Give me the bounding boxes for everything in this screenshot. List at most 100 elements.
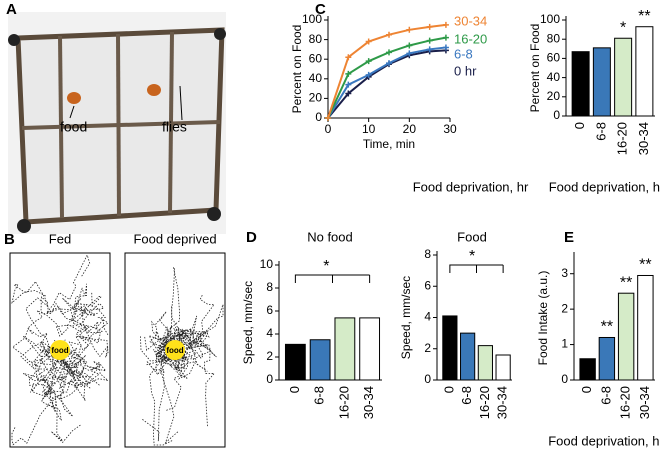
x-tick-label: 0 xyxy=(572,122,587,129)
y-axis-label: Speed, mm/sec xyxy=(399,276,413,359)
bar xyxy=(460,332,476,381)
panel-letter: C xyxy=(315,1,326,18)
significance: * xyxy=(620,19,626,36)
y-tick-label: 6 xyxy=(266,303,273,317)
y-tick-label: 80 xyxy=(309,32,323,46)
y-tick-label: 2 xyxy=(424,341,431,355)
series-marker xyxy=(406,26,413,33)
y-tick-label: 6 xyxy=(424,278,431,292)
x-tick-label: 6-8 xyxy=(593,122,608,141)
y-tick-label: 40 xyxy=(547,70,561,84)
foot xyxy=(207,207,221,221)
y-tick-label: 20 xyxy=(309,91,323,105)
food-dot xyxy=(50,340,70,360)
y-tick-label: 3 xyxy=(561,266,568,280)
x-tick-label: 30 xyxy=(443,122,457,136)
trajectory xyxy=(46,253,109,364)
foot xyxy=(214,28,226,40)
x-axis-label: Food deprivation, hr xyxy=(548,433,660,448)
significance: * xyxy=(469,248,475,265)
series-marker xyxy=(442,44,449,51)
panel-b-tracks: B Fed Food deprived food food xyxy=(4,231,226,448)
trajectory xyxy=(11,280,73,381)
food-label: food xyxy=(166,346,183,355)
significance: ** xyxy=(639,257,651,274)
legend-label: 30-34 xyxy=(454,13,487,28)
panel-a-photo: food flies A xyxy=(6,1,226,234)
x-tick-label: 10 xyxy=(362,122,376,136)
series-marker xyxy=(365,58,372,65)
bar xyxy=(617,292,635,381)
series-marker xyxy=(386,49,392,56)
bar xyxy=(359,317,381,381)
y-tick-label: 4 xyxy=(424,310,431,324)
x-tick-label: 30-34 xyxy=(636,122,651,155)
sig-bracket xyxy=(449,264,504,273)
legend-label: 16-20 xyxy=(454,31,487,46)
bar xyxy=(598,336,616,381)
x-tick-label: 16-20 xyxy=(618,386,633,419)
y-axis-label: Percent on Food xyxy=(528,24,542,113)
pointer xyxy=(69,105,75,119)
sig-bracket xyxy=(294,274,371,283)
series-marker xyxy=(426,23,433,30)
x-tick-label: 0 xyxy=(325,122,332,136)
y-tick-label: 0 xyxy=(266,372,273,386)
y-tick-label: 8 xyxy=(424,247,431,261)
y-tick-label: 10 xyxy=(260,257,274,271)
y-tick-label: 20 xyxy=(547,89,561,103)
series-marker xyxy=(406,42,413,49)
x-tick-label: 16-20 xyxy=(477,386,492,419)
x-axis-label: Food deprivation, hr xyxy=(413,179,529,194)
bar xyxy=(309,339,331,381)
series-marker xyxy=(365,71,372,78)
trajectory xyxy=(159,304,224,427)
y-tick-label: 0 xyxy=(561,372,568,386)
x-tick-label: 6-8 xyxy=(598,386,613,405)
series-line xyxy=(327,46,447,119)
x-axis-label: Food deprivation, hr xyxy=(549,179,660,194)
bar xyxy=(592,47,611,117)
x-tick-label: 0 xyxy=(579,386,594,393)
trajectory xyxy=(142,343,208,442)
y-axis-label: Food Intake (a.u.) xyxy=(536,271,550,366)
x-tick-label: 0 xyxy=(287,386,302,393)
y-tick-label: 60 xyxy=(547,51,561,65)
significance: ** xyxy=(638,8,650,25)
x-tick-label: 20 xyxy=(403,122,417,136)
y-axis-label: Percent on Food xyxy=(290,25,304,114)
series-marker xyxy=(345,90,352,97)
trajectory xyxy=(171,306,213,360)
trajectory xyxy=(42,347,99,401)
y-tick-label: 0 xyxy=(315,110,322,124)
trajectory xyxy=(166,347,197,411)
series-marker xyxy=(345,81,352,88)
x-tick-label: 0 xyxy=(441,386,456,393)
trajectory xyxy=(54,312,100,388)
y-tick-label: 2 xyxy=(266,349,273,363)
series-marker xyxy=(386,31,392,38)
legend-label: 0 hr xyxy=(454,63,477,78)
y-tick-label: 8 xyxy=(266,280,273,294)
track-title: Fed xyxy=(49,231,71,246)
frame-bar xyxy=(21,120,221,130)
y-tick-label: 40 xyxy=(309,71,323,85)
significance: ** xyxy=(601,319,613,336)
panel-letter: B xyxy=(4,231,15,248)
y-tick-label: 80 xyxy=(547,31,561,45)
x-axis-label: Time, min xyxy=(363,137,415,151)
y-tick-label: 60 xyxy=(309,51,323,65)
bar xyxy=(284,343,306,381)
photo-label: food xyxy=(60,119,87,135)
y-axis-label: Speed, mm/sec xyxy=(241,281,255,364)
track-title: Food deprived xyxy=(133,231,216,246)
bar xyxy=(477,345,493,381)
series-marker xyxy=(386,60,392,67)
y-tick-label: 0 xyxy=(424,372,431,386)
food-label: food xyxy=(51,346,68,355)
bar xyxy=(637,274,654,381)
trajectory xyxy=(40,296,88,337)
x-tick-label: 30-34 xyxy=(495,386,510,419)
series-marker xyxy=(406,50,413,57)
